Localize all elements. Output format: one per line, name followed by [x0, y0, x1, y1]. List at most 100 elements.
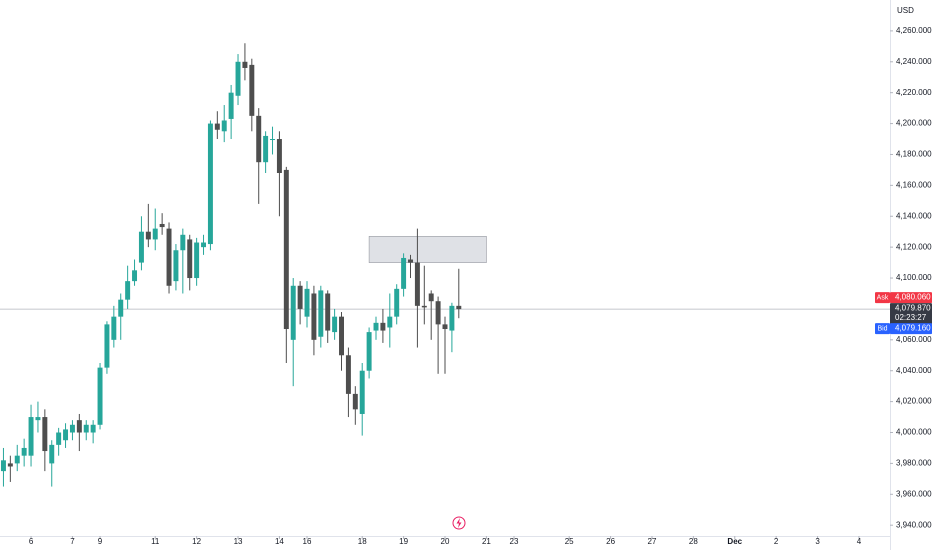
price-tag-name-box	[875, 292, 890, 304]
y-tick-label: 4,240.000	[896, 57, 932, 66]
candle-body	[118, 299, 124, 317]
candle-body	[35, 417, 41, 421]
candle-body	[366, 332, 372, 371]
x-tick-label: 4	[857, 537, 862, 546]
candle-body	[332, 316, 338, 333]
x-tick-label: 20	[441, 537, 450, 546]
candle-body	[345, 355, 351, 394]
candle-body	[318, 290, 324, 337]
y-tick-label: 3,940.000	[896, 520, 932, 529]
price-tag	[890, 292, 932, 304]
candle-body	[256, 115, 262, 163]
x-tick-label: 2	[774, 537, 779, 546]
y-tick-label: 4,140.000	[896, 211, 932, 220]
candle-body	[56, 432, 62, 445]
candle-body	[7, 463, 13, 467]
y-tick-label: 4,160.000	[896, 180, 932, 189]
candle-body	[173, 250, 179, 282]
y-tick-label: 4,220.000	[896, 88, 932, 97]
candle-body	[90, 424, 96, 433]
candle-body	[69, 424, 75, 433]
candle-body	[83, 424, 89, 433]
price-tag	[890, 323, 932, 335]
candle-body	[249, 64, 255, 116]
candle-body	[235, 61, 241, 96]
candle-body	[138, 231, 144, 263]
x-tick-label: 26	[606, 537, 615, 546]
candle-body	[304, 288, 310, 317]
candle-body	[408, 259, 413, 263]
y-tick-label: 4,040.000	[896, 366, 932, 375]
candle-body	[449, 305, 455, 331]
candle-body	[414, 262, 420, 306]
x-tick-label: 18	[358, 537, 367, 546]
y-tick-label: 4,260.000	[896, 26, 932, 35]
candle-body	[221, 120, 227, 132]
y-tick-label: 3,960.000	[896, 489, 932, 498]
x-tick-label: 7	[70, 537, 75, 546]
y-tick-label: 3,980.000	[896, 459, 932, 468]
candle-body	[373, 322, 379, 331]
candle-body	[401, 257, 407, 289]
candle-body	[104, 324, 110, 368]
x-tick-label: 9	[98, 537, 103, 546]
x-tick-label: 14	[275, 537, 284, 546]
candle-body	[63, 429, 69, 441]
x-tick-label: 16	[303, 537, 312, 546]
candle-body	[394, 288, 400, 317]
candle-body	[125, 281, 131, 300]
price-tag	[890, 303, 932, 325]
candle-body	[270, 139, 276, 141]
candle-body	[311, 293, 317, 340]
price-zone	[368, 236, 487, 263]
x-tick-label: 25	[565, 537, 574, 546]
candle-body	[207, 123, 213, 245]
candle-body	[283, 169, 289, 330]
candle-body	[339, 316, 344, 356]
candle-body	[387, 316, 393, 328]
candle-body	[290, 285, 296, 340]
y-tick-label: 4,100.000	[896, 273, 932, 282]
candle-body	[0, 460, 6, 472]
price-tag-value: 4,079.870	[895, 304, 931, 313]
candle-body	[21, 447, 27, 456]
price-tag-value: 4,079.160	[895, 324, 931, 333]
candle-body	[352, 393, 358, 410]
candle-body	[76, 420, 82, 433]
candle-body	[228, 92, 234, 119]
candle-body	[428, 293, 434, 302]
candle-body	[380, 322, 386, 331]
candle-body	[201, 242, 207, 248]
event-icon[interactable]	[452, 516, 466, 530]
x-tick-label: 28	[689, 537, 698, 546]
x-tick-label: 19	[399, 537, 408, 546]
candle-body	[276, 139, 282, 174]
x-tick-label: 3	[815, 537, 820, 546]
candle-body	[297, 285, 303, 309]
candle-body	[111, 316, 117, 340]
x-tick-label: Dec	[727, 537, 742, 546]
candle-body	[187, 239, 193, 279]
price-tag-name: Bid	[877, 325, 887, 332]
price-tag-countdown: 02:23:27	[895, 313, 927, 322]
candle-body	[97, 367, 103, 425]
candle-body	[145, 231, 151, 240]
candle-body	[42, 417, 48, 452]
x-tick-label: 27	[648, 537, 657, 546]
y-tick-label: 4,020.000	[896, 397, 932, 406]
candle-body	[159, 223, 165, 228]
candle-body	[359, 370, 365, 414]
currency-label: USD	[897, 6, 914, 15]
candle-body	[421, 305, 427, 308]
candle-body	[242, 61, 248, 68]
candle-body	[180, 234, 186, 251]
x-tick-label: 6	[29, 537, 34, 546]
candle-body	[14, 455, 20, 464]
price-tag-name: Ask	[877, 294, 889, 301]
y-tick-label: 4,000.000	[896, 428, 932, 437]
x-tick-label: 21	[482, 537, 491, 546]
candle-body	[435, 301, 441, 325]
candle-body	[132, 270, 138, 282]
